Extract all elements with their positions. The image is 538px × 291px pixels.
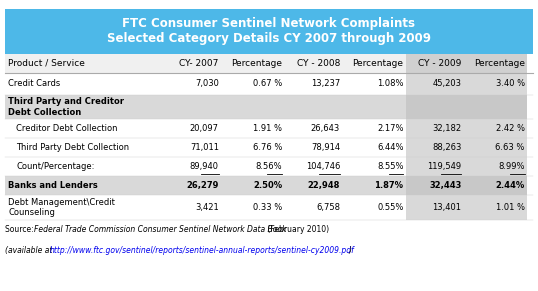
- Text: 13,401: 13,401: [433, 203, 462, 212]
- Text: Percentage: Percentage: [473, 59, 525, 68]
- Text: (available at: (available at: [5, 246, 55, 255]
- Text: ): ): [349, 246, 352, 255]
- Text: 2.42 %: 2.42 %: [495, 124, 525, 133]
- FancyBboxPatch shape: [5, 9, 533, 54]
- Text: 22,948: 22,948: [308, 181, 340, 190]
- FancyBboxPatch shape: [406, 195, 527, 220]
- FancyBboxPatch shape: [406, 176, 527, 195]
- Text: 89,940: 89,940: [190, 162, 219, 171]
- Text: Percentage: Percentage: [352, 59, 404, 68]
- Text: 26,643: 26,643: [311, 124, 340, 133]
- Text: 8.56%: 8.56%: [256, 162, 282, 171]
- Text: 119,549: 119,549: [427, 162, 462, 171]
- FancyBboxPatch shape: [406, 73, 527, 95]
- Text: Selected Category Details CY 2007 through 2009: Selected Category Details CY 2007 throug…: [107, 32, 431, 45]
- Text: Product / Service: Product / Service: [8, 59, 85, 68]
- Text: 8.55%: 8.55%: [377, 162, 404, 171]
- Text: 88,263: 88,263: [432, 143, 462, 152]
- Text: CY- 2007: CY- 2007: [180, 59, 219, 68]
- FancyBboxPatch shape: [5, 195, 406, 220]
- Text: 2.17%: 2.17%: [377, 124, 404, 133]
- FancyBboxPatch shape: [406, 95, 527, 119]
- Text: 6.44%: 6.44%: [377, 143, 404, 152]
- Text: 32,443: 32,443: [429, 181, 462, 190]
- Text: 1.01 %: 1.01 %: [495, 203, 525, 212]
- Text: 0.67 %: 0.67 %: [253, 79, 282, 88]
- Text: Third Party and Creditor
Debt Collection: Third Party and Creditor Debt Collection: [8, 97, 124, 117]
- Text: 1.08%: 1.08%: [377, 79, 404, 88]
- Text: http://www.ftc.gov/sentinel/reports/sentinel-annual-reports/sentinel-cy2009.pdf: http://www.ftc.gov/sentinel/reports/sent…: [50, 246, 355, 255]
- Text: 1.87%: 1.87%: [374, 181, 404, 190]
- FancyBboxPatch shape: [5, 138, 406, 157]
- Text: Debt Management\Credit
Counseling: Debt Management\Credit Counseling: [8, 198, 115, 217]
- Text: Federal Trade Commission Consumer Sentinel Network Data Book: Federal Trade Commission Consumer Sentin…: [34, 225, 286, 234]
- Text: FTC Consumer Sentinel Network Complaints: FTC Consumer Sentinel Network Complaints: [123, 17, 415, 30]
- FancyBboxPatch shape: [5, 176, 406, 195]
- Text: CY - 2009: CY - 2009: [418, 59, 462, 68]
- FancyBboxPatch shape: [406, 157, 527, 176]
- Text: 6.76 %: 6.76 %: [253, 143, 282, 152]
- FancyBboxPatch shape: [5, 54, 406, 73]
- Text: 32,182: 32,182: [432, 124, 462, 133]
- Text: Percentage: Percentage: [231, 59, 282, 68]
- Text: 3.40 %: 3.40 %: [495, 79, 525, 88]
- Text: 6,758: 6,758: [316, 203, 340, 212]
- FancyBboxPatch shape: [5, 157, 406, 176]
- Text: CY - 2008: CY - 2008: [297, 59, 340, 68]
- Text: 1.91 %: 1.91 %: [253, 124, 282, 133]
- Text: 78,914: 78,914: [311, 143, 340, 152]
- Text: 3,421: 3,421: [195, 203, 219, 212]
- Text: 104,746: 104,746: [306, 162, 340, 171]
- Text: Creditor Debt Collection: Creditor Debt Collection: [16, 124, 118, 133]
- Text: 0.55%: 0.55%: [377, 203, 404, 212]
- Text: Banks and Lenders: Banks and Lenders: [8, 181, 98, 190]
- Text: Count/Percentage:: Count/Percentage:: [16, 162, 95, 171]
- FancyBboxPatch shape: [5, 95, 406, 119]
- Text: (February 2010): (February 2010): [265, 225, 329, 234]
- Text: 20,097: 20,097: [190, 124, 219, 133]
- FancyBboxPatch shape: [5, 119, 406, 138]
- Text: 26,279: 26,279: [187, 181, 219, 190]
- FancyBboxPatch shape: [406, 138, 527, 157]
- Text: 0.33 %: 0.33 %: [253, 203, 282, 212]
- FancyBboxPatch shape: [406, 54, 527, 73]
- Text: Source:: Source:: [5, 225, 37, 234]
- Text: 71,011: 71,011: [190, 143, 219, 152]
- Text: 45,203: 45,203: [433, 79, 462, 88]
- Text: 7,030: 7,030: [195, 79, 219, 88]
- Text: 2.44%: 2.44%: [495, 181, 525, 190]
- Text: 6.63 %: 6.63 %: [495, 143, 525, 152]
- Text: 2.50%: 2.50%: [253, 181, 282, 190]
- Text: Third Party Debt Collection: Third Party Debt Collection: [16, 143, 129, 152]
- FancyBboxPatch shape: [406, 119, 527, 138]
- FancyBboxPatch shape: [5, 73, 406, 95]
- Text: 13,237: 13,237: [311, 79, 340, 88]
- Text: Credit Cards: Credit Cards: [8, 79, 60, 88]
- Text: 8.99%: 8.99%: [498, 162, 525, 171]
